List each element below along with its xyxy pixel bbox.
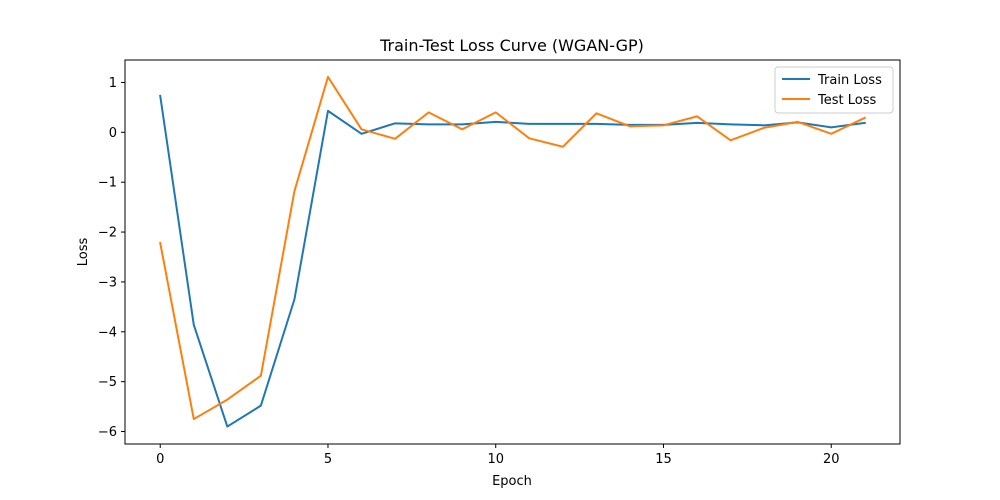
x-axis-ticks: 0 5 10 15 20 xyxy=(156,444,839,467)
x-tick-label: 0 xyxy=(156,452,164,467)
y-tick-label: −5 xyxy=(98,375,117,390)
y-tick-label: 0 xyxy=(109,126,117,141)
y-tick-label: −3 xyxy=(98,275,117,290)
y-tick-label: −1 xyxy=(98,176,117,191)
chart-title: Train-Test Loss Curve (WGAN-GP) xyxy=(379,36,644,55)
plot-lines xyxy=(159,75,867,428)
series-line-test-loss xyxy=(159,75,867,421)
plot-frame xyxy=(124,59,901,445)
series-line-train-loss xyxy=(159,94,866,428)
y-axis-ticks: 1 0 −1 −2 −3 −4 −5 −6 xyxy=(98,76,125,440)
x-tick-label: 10 xyxy=(487,452,504,467)
x-tick-label: 15 xyxy=(655,452,672,467)
legend-label-train-loss: Train Loss xyxy=(817,73,882,88)
legend: Train Loss Test Loss xyxy=(774,66,894,114)
x-tick-label: 5 xyxy=(324,452,332,467)
legend-label-test-loss: Test Loss xyxy=(817,93,876,108)
y-tick-label: −4 xyxy=(98,325,117,340)
y-tick-label: 1 xyxy=(109,76,117,91)
y-tick-label: −2 xyxy=(98,226,117,241)
x-axis-label: Epoch xyxy=(492,474,532,489)
y-axis-label: Loss xyxy=(76,238,91,267)
x-tick-label: 20 xyxy=(823,452,840,467)
y-tick-label: −6 xyxy=(98,425,117,440)
